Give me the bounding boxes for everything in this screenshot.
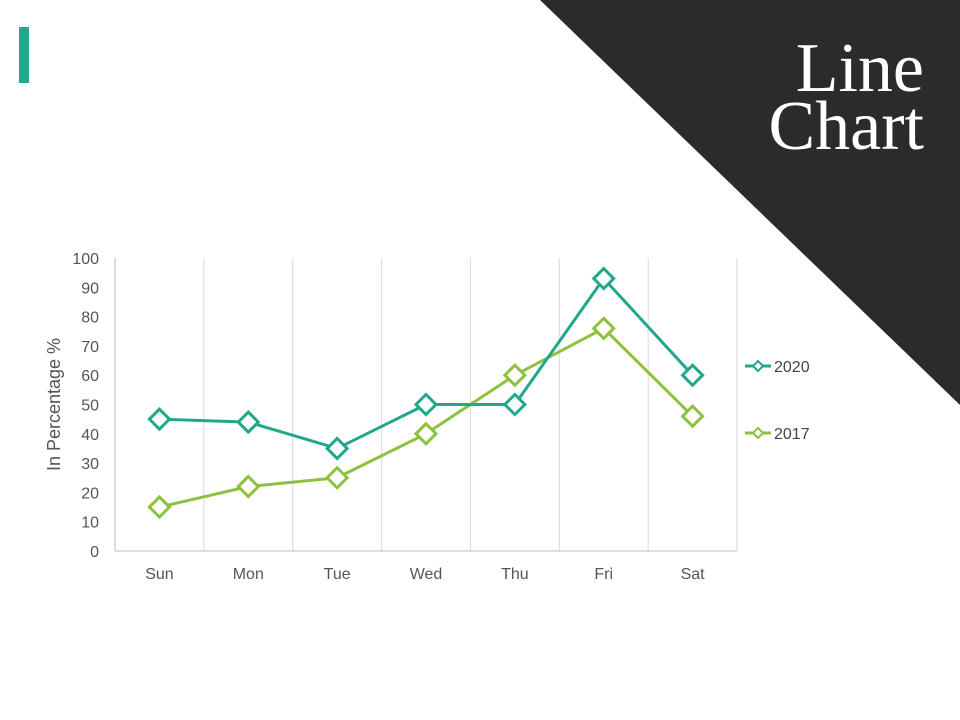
x-tick-label: Thu: [501, 566, 529, 583]
legend-marker-2017: [751, 426, 765, 440]
x-tick-label: Sat: [681, 566, 706, 583]
x-tick-label: Fri: [594, 566, 613, 583]
y-tick-label: 100: [72, 251, 99, 268]
accent-bar: [19, 27, 29, 83]
y-tick-label: 40: [81, 427, 99, 444]
x-tick-label: Sun: [145, 566, 173, 583]
y-tick-label: 80: [81, 310, 99, 327]
data-point-2017: [413, 421, 439, 446]
data-point-2017: [502, 363, 527, 388]
data-point-2020: [147, 407, 172, 432]
series-line-2017: [159, 326, 694, 509]
data-point-2017: [325, 465, 350, 490]
data-point-2017: [147, 494, 172, 520]
y-tick-label: 90: [81, 280, 99, 297]
slide-title: Line Chart: [604, 30, 924, 165]
y-tick-label: 10: [81, 515, 99, 532]
y-tick-label: 30: [81, 456, 99, 473]
data-point-2017: [591, 316, 616, 341]
x-tick-label: Tue: [324, 566, 351, 583]
x-tick-label: Wed: [410, 566, 443, 583]
data-point-2020: [591, 266, 616, 291]
data-point-2017: [236, 474, 261, 499]
data-point-2017: [680, 404, 705, 429]
y-tick-label: 0: [90, 544, 99, 561]
y-tick-label: 70: [81, 339, 99, 356]
x-tick-label: Mon: [233, 566, 264, 583]
data-point-2020: [325, 436, 350, 461]
y-tick-label: 20: [81, 485, 99, 502]
legend-marker-2020: [751, 359, 765, 373]
data-point-2020: [680, 363, 705, 388]
title-line-2: Chart: [768, 88, 924, 165]
title-line-1: Line: [795, 30, 924, 107]
data-point-2020: [236, 409, 261, 435]
data-point-2020: [413, 392, 439, 417]
legend-label-2020: 2020: [774, 359, 810, 376]
y-tick-label: 60: [81, 368, 99, 385]
legend-label-2017: 2017: [774, 426, 810, 443]
data-point-2020: [502, 392, 527, 417]
y-axis-title: In Percentage %: [44, 338, 64, 471]
y-tick-label: 50: [81, 398, 99, 415]
